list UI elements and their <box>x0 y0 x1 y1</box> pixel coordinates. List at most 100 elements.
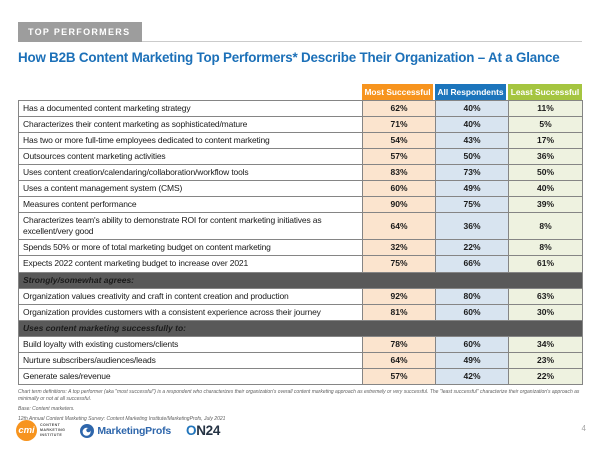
row-value: 73% <box>435 164 509 182</box>
table-row: Organization provides customers with a c… <box>18 303 583 321</box>
row-value: 36% <box>508 148 583 166</box>
row-label: Expects 2022 content marketing budget to… <box>18 255 363 273</box>
table-row: Generate sales/revenue 57% 42% 22% <box>18 367 583 385</box>
row-value: 81% <box>362 303 436 321</box>
row-value: 5% <box>508 116 583 134</box>
table-row: Expects 2022 content marketing budget to… <box>18 255 583 273</box>
row-label: Has a documented content marketing strat… <box>18 99 363 118</box>
row-value: 90% <box>362 196 436 214</box>
row-value: 40% <box>435 99 509 118</box>
marketingprofs-logo-text: MarketingProfs <box>97 424 172 437</box>
table-row: Uses a content management system (CMS) 60… <box>18 180 583 198</box>
row-value: 83% <box>362 164 436 182</box>
row-value: 92% <box>362 287 436 305</box>
row-value: 75% <box>435 196 509 214</box>
row-value: 64% <box>362 212 436 241</box>
row-value: 23% <box>508 351 583 369</box>
section-row: Uses content marketing successfully to: <box>18 319 583 337</box>
row-label: Organization values creativity and craft… <box>18 287 363 305</box>
on24-logo: ON24 <box>186 423 220 438</box>
cmi-circle-icon: cmi <box>16 420 37 441</box>
row-value: 36% <box>435 212 509 241</box>
table-row: Spends 50% or more of total marketing bu… <box>18 239 583 257</box>
section-label: Uses content marketing successfully to: <box>18 319 583 337</box>
footnotes: Chart term definitions: A top performer … <box>18 389 584 426</box>
row-label: Characterizes their content marketing as… <box>18 116 363 134</box>
cmi-logo: cmi CONTENT MARKETING INSTITUTE <box>16 420 65 441</box>
section-row: Strongly/somewhat agrees: <box>18 271 583 289</box>
row-value: 22% <box>508 367 583 385</box>
row-value: 78% <box>362 335 436 353</box>
table-body: Has a documented content marketing strat… <box>18 99 583 385</box>
on24-o-icon: O <box>186 423 197 438</box>
on24-logo-text: N24 <box>196 423 221 438</box>
column-header-all-respondents: All Respondents <box>435 84 508 100</box>
table-row: Characterizes their content marketing as… <box>18 116 583 134</box>
data-table: Has a documented content marketing strat… <box>18 99 583 385</box>
row-value: 34% <box>508 335 583 353</box>
row-value: 8% <box>508 239 583 257</box>
cmi-logo-text: CONTENT MARKETING INSTITUTE <box>40 423 66 437</box>
header-rule <box>18 41 582 42</box>
marketingprofs-icon <box>80 423 95 438</box>
column-headers: Most Successful All Respondents Least Su… <box>362 84 582 100</box>
row-value: 42% <box>435 367 509 385</box>
table-row: Outsources content marketing activities 5… <box>18 148 583 166</box>
row-label: Organization provides customers with a c… <box>18 303 363 321</box>
row-value: 22% <box>435 239 509 257</box>
row-value: 61% <box>508 255 583 273</box>
row-label: Measures content performance <box>18 196 363 214</box>
row-label: Has two or more full-time employees dedi… <box>18 132 363 150</box>
row-value: 30% <box>508 303 583 321</box>
table-row: Has a documented content marketing strat… <box>18 99 583 118</box>
marketingprofs-logo: MarketingProfs <box>80 423 172 438</box>
row-value: 57% <box>362 148 436 166</box>
row-label: Build loyalty with existing customers/cl… <box>18 335 363 353</box>
row-value: 60% <box>435 335 509 353</box>
row-label: Generate sales/revenue <box>18 367 363 385</box>
row-label: Uses content creation/calendaring/collab… <box>18 164 363 182</box>
row-value: 60% <box>362 180 436 198</box>
page-title: How B2B Content Marketing Top Performers… <box>18 50 560 65</box>
row-value: 49% <box>435 351 509 369</box>
row-value: 57% <box>362 367 436 385</box>
row-value: 39% <box>508 196 583 214</box>
row-value: 17% <box>508 132 583 150</box>
row-value: 11% <box>508 99 583 118</box>
page-number: 4 <box>581 424 586 433</box>
top-performers-badge: TOP PERFORMERS <box>18 22 143 42</box>
row-value: 50% <box>435 148 509 166</box>
row-value: 40% <box>508 180 583 198</box>
row-value: 8% <box>508 212 583 241</box>
row-value: 43% <box>435 132 509 150</box>
row-value: 75% <box>362 255 436 273</box>
footnote-definitions: Chart term definitions: A top performer … <box>18 389 580 403</box>
row-value: 66% <box>435 255 509 273</box>
row-value: 60% <box>435 303 509 321</box>
column-header-least-successful: Least Successful <box>508 84 582 100</box>
row-value: 32% <box>362 239 436 257</box>
row-value: 50% <box>508 164 583 182</box>
table-row: Nurture subscribers/audiences/leads 64% 49… <box>18 351 583 369</box>
row-label: Outsources content marketing activities <box>18 148 363 166</box>
logo-row: cmi CONTENT MARKETING INSTITUTE Marketin… <box>16 420 220 441</box>
row-label: Nurture subscribers/audiences/leads <box>18 351 363 369</box>
row-value: 40% <box>435 116 509 134</box>
row-label: Characterizes team's ability to demonstr… <box>18 212 363 241</box>
row-value: 49% <box>435 180 509 198</box>
row-value: 71% <box>362 116 436 134</box>
table-row: Uses content creation/calendaring/collab… <box>18 164 583 182</box>
footnote-base: Base: Content marketers. <box>18 406 75 412</box>
row-value: 80% <box>435 287 509 305</box>
table-row: Measures content performance 90% 75% 39% <box>18 196 583 214</box>
row-label: Uses a content management system (CMS) <box>18 180 363 198</box>
table-row: Has two or more full-time employees dedi… <box>18 132 583 150</box>
row-value: 64% <box>362 351 436 369</box>
row-value: 54% <box>362 132 436 150</box>
column-header-most-successful: Most Successful <box>362 84 435 100</box>
table-row: Organization values creativity and craft… <box>18 287 583 305</box>
section-label: Strongly/somewhat agrees: <box>18 271 583 289</box>
table-row: Characterizes team's ability to demonstr… <box>18 212 583 241</box>
row-value: 62% <box>362 99 436 118</box>
